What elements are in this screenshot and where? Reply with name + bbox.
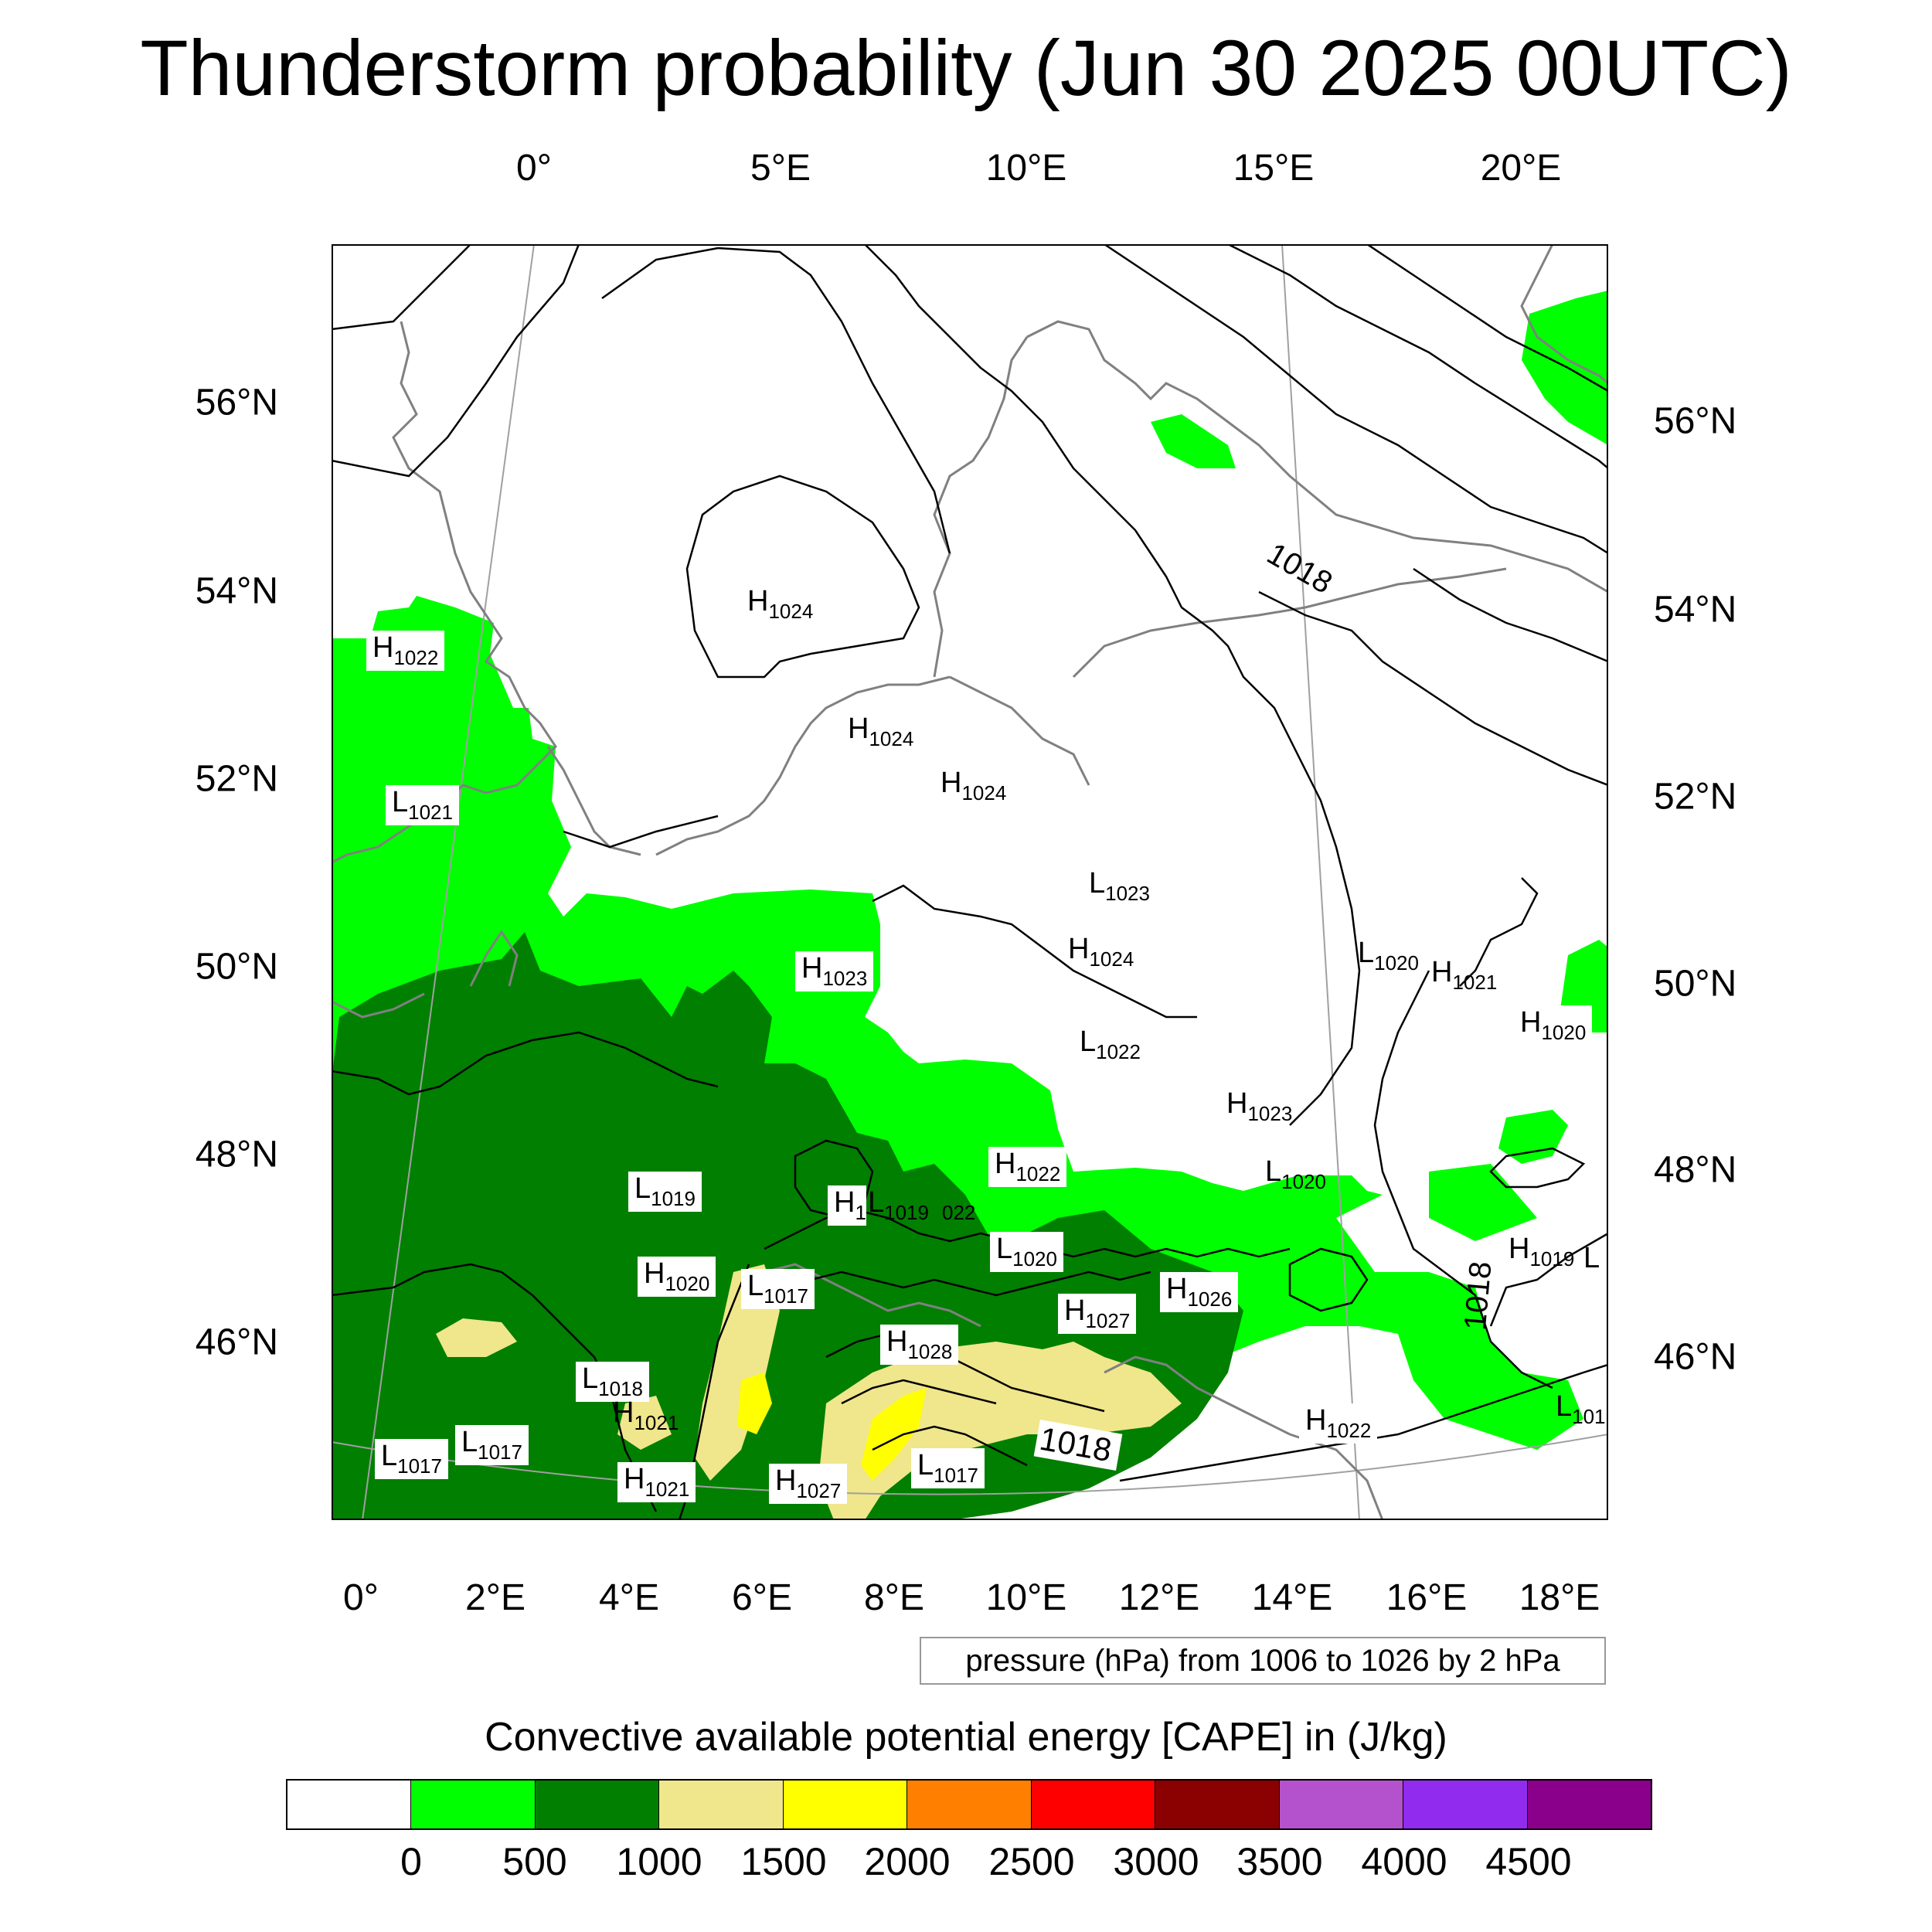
colorbar-swatch <box>1155 1781 1280 1828</box>
colorbar-tick-label: 1500 <box>740 1840 827 1883</box>
colorbar-swatch <box>1031 1781 1156 1828</box>
pressure-center-label: H1022 <box>366 631 445 671</box>
pressure-center-label: H1020 <box>638 1257 716 1297</box>
colorbar-swatch <box>1403 1781 1528 1828</box>
pressure-center-label: H1024 <box>940 767 1007 804</box>
colorbar-swatch <box>907 1781 1032 1828</box>
bottom-lon-label: 10°E <box>985 1577 1067 1618</box>
colorbar-swatch <box>1527 1781 1651 1828</box>
bottom-lon-label: 8°E <box>864 1577 924 1618</box>
colorbar-tick-label: 500 <box>502 1840 567 1883</box>
coastlines <box>332 244 1608 1520</box>
bottom-lon-label: 18°E <box>1519 1577 1600 1618</box>
top-lon-label: 15°E <box>1233 148 1315 189</box>
colorbar-tick-label: 4000 <box>1361 1840 1447 1883</box>
colorbar-swatch <box>1279 1781 1404 1828</box>
pressure-center-label: H1027 <box>769 1464 848 1504</box>
colorbar-tick-label: 3500 <box>1236 1840 1323 1883</box>
pressure-center-label: L1019 <box>868 1186 929 1224</box>
colorbar-swatch <box>535 1781 660 1828</box>
bottom-lon-label: 12°E <box>1118 1577 1200 1618</box>
left-lat-label: 52°N <box>195 758 278 800</box>
colorbar <box>286 1779 1652 1830</box>
colorbar-swatch <box>783 1781 908 1828</box>
pressure-center-label: L1020 <box>1265 1155 1326 1193</box>
map-panel[interactable]: 1018 1018 1018 H1022 L1021 H1024 H1024 H… <box>332 244 1608 1520</box>
pressure-center-label: L1017 <box>911 1448 985 1488</box>
left-lat-label: 48°N <box>195 1134 278 1175</box>
right-lat-label: 54°N <box>1654 589 1737 631</box>
pressure-center-label: H1027 <box>1058 1294 1137 1334</box>
pressure-center-label: H1022 <box>1299 1403 1378 1444</box>
pressure-center-label: H1028 <box>880 1325 959 1365</box>
map-title: Thunderstorm probability (Jun 30 2025 00… <box>140 24 1792 112</box>
colorbar-tick-label: 4500 <box>1485 1840 1572 1883</box>
right-lat-label: 46°N <box>1654 1336 1737 1378</box>
pressure-center-label: H1024 <box>747 585 814 623</box>
left-lat-label: 54°N <box>195 570 278 612</box>
pressure-center-label: L1018 <box>576 1362 649 1402</box>
pressure-center-label: L1017 <box>375 1439 448 1479</box>
pressure-center-label: H1024 <box>1068 933 1134 971</box>
colorbar-swatch <box>659 1781 784 1828</box>
bottom-lon-label: 16°E <box>1386 1577 1468 1618</box>
top-lon-label: 5°E <box>750 148 811 189</box>
top-lon-label: 0° <box>516 148 552 189</box>
pressure-center-label: H1021 <box>617 1462 696 1502</box>
pressure-center-label: H1026 <box>1160 1272 1239 1312</box>
pressure-center-label: H1021 <box>1431 956 1498 994</box>
pressure-center-label: 022 <box>942 1201 976 1224</box>
pressure-center-label: L1022 <box>1080 1026 1141 1063</box>
left-lat-label: 46°N <box>195 1321 278 1363</box>
pressure-center-label: H1024 <box>848 713 914 750</box>
pressure-center-label: L1019 <box>628 1172 702 1212</box>
colorbar-tick-label: 1000 <box>616 1840 702 1883</box>
pressure-center-label: H1023 <box>795 951 874 992</box>
colorbar-tick-label: 2500 <box>988 1840 1075 1883</box>
pressure-center-label: H1019 <box>1509 1233 1575 1270</box>
left-lat-label: 50°N <box>195 946 278 988</box>
bottom-lon-label: 14°E <box>1251 1577 1333 1618</box>
isobar-label: 1018 <box>1458 1260 1498 1332</box>
pressure-center-label: L1020 <box>1358 937 1419 975</box>
top-lon-label: 20°E <box>1480 148 1562 189</box>
colorbar-tick-label: 0 <box>400 1840 422 1883</box>
bottom-lon-label: 6°E <box>732 1577 792 1618</box>
pressure-center-label: H1022 <box>988 1147 1067 1187</box>
pressure-contour-note: pressure (hPa) from 1006 to 1026 by 2 hP… <box>920 1637 1606 1685</box>
right-lat-label: 50°N <box>1654 963 1737 1005</box>
bottom-lon-label: 0° <box>343 1577 379 1618</box>
top-lon-label: 10°E <box>985 148 1067 189</box>
colorbar-tick-label: 2000 <box>864 1840 951 1883</box>
right-lat-label: 52°N <box>1654 776 1737 818</box>
right-lat-label: 48°N <box>1654 1149 1737 1191</box>
pressure-center-label: H1023 <box>1226 1087 1293 1125</box>
map-frame <box>332 244 1608 1520</box>
pressure-center-label: L1017 <box>741 1269 815 1309</box>
left-lat-label: 56°N <box>195 382 278 423</box>
pressure-center-label: L <box>1583 1242 1600 1274</box>
colorbar-tick-label: 3000 <box>1113 1840 1199 1883</box>
pressure-center-label: H1020 <box>1514 1005 1593 1046</box>
graticule <box>332 244 1608 1520</box>
pressure-center-label: H1 <box>828 1185 866 1226</box>
pressure-center-label: L1021 <box>386 785 459 825</box>
colorbar-swatch <box>287 1781 412 1828</box>
pressure-center-label: H1021 <box>613 1396 679 1434</box>
pressure-center-label: L1017 <box>455 1425 529 1465</box>
bottom-lon-label: 4°E <box>599 1577 659 1618</box>
pressure-center-label: L1020 <box>990 1232 1063 1272</box>
colorbar-swatch <box>411 1781 536 1828</box>
bottom-lon-label: 2°E <box>465 1577 526 1618</box>
right-lat-label: 56°N <box>1654 400 1737 442</box>
map-canvas: 1018 1018 1018 <box>332 244 1608 1520</box>
colorbar-title: Convective available potential energy [C… <box>485 1715 1447 1760</box>
pressure-center-label: L101 <box>1556 1390 1606 1428</box>
cape-shading-1500-2000 <box>737 1372 927 1481</box>
pressure-center-label: L1023 <box>1089 867 1150 905</box>
cape-shading-1000-1500 <box>436 1264 1182 1520</box>
isobars <box>332 244 1608 1520</box>
